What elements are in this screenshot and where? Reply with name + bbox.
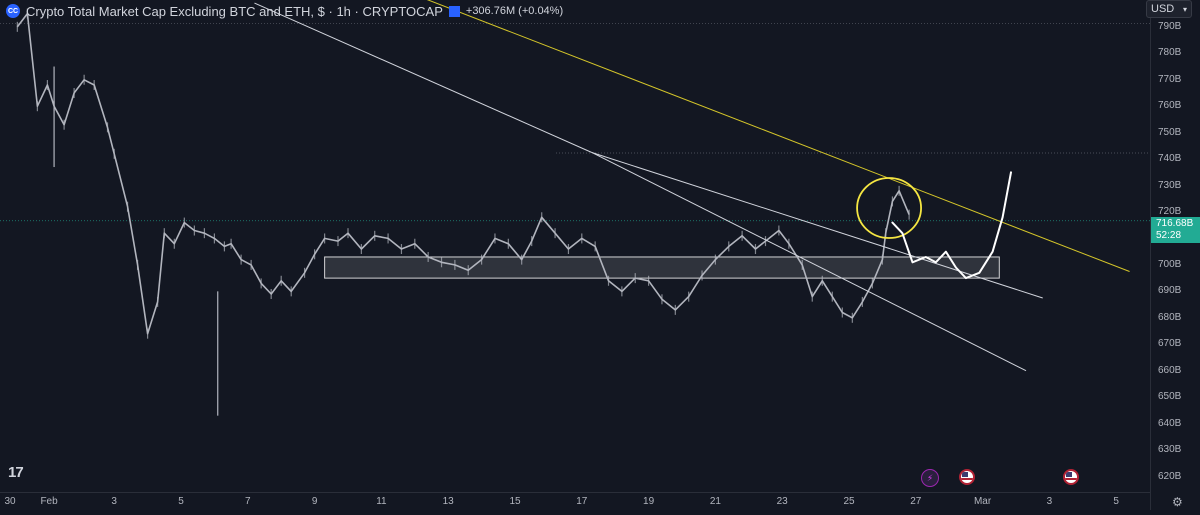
time-tick-label: 30 (4, 496, 16, 507)
price-tick-label: 750B (1158, 126, 1182, 138)
gear-icon[interactable]: ⚙ (1172, 495, 1183, 509)
price-tick-label: 620B (1158, 470, 1182, 482)
price-tick-label: 740B (1158, 153, 1182, 165)
time-tick-label: 21 (709, 496, 721, 507)
tradingview-logo-icon[interactable]: 17 (8, 464, 24, 481)
price-tick-label: 650B (1158, 391, 1182, 403)
price-tick-label: 790B (1158, 20, 1182, 32)
coin-logo-icon: CC (6, 4, 20, 18)
time-tick-label: 13 (442, 496, 454, 507)
time-tick-label: 5 (178, 496, 184, 507)
time-tick-label: 27 (910, 496, 922, 507)
price-tick-label: 720B (1158, 206, 1182, 217)
price-tick-label: 730B (1158, 179, 1182, 191)
price-tick-label: 640B (1158, 417, 1182, 429)
support-zone (324, 256, 1000, 279)
price-tick-label: 700B (1158, 258, 1182, 270)
projection-path (891, 171, 1012, 280)
current-price-value: 716.68B (1156, 218, 1194, 229)
price-scale-divider (1150, 0, 1151, 510)
symbol-title[interactable]: Crypto Total Market Cap Excluding BTC an… (26, 3, 443, 19)
currency-label: USD (1151, 3, 1175, 15)
time-tick-label: 17 (576, 496, 588, 507)
price-series-line (16, 12, 910, 335)
time-tick-label: 3 (111, 496, 117, 507)
time-tick-label: Feb (40, 496, 58, 507)
time-tick-label: 11 (376, 496, 387, 507)
trendline-descending (591, 152, 1027, 372)
price-tick-label: 690B (1158, 285, 1182, 297)
price-tick-label: 630B (1158, 444, 1182, 456)
trendline-upper (254, 2, 593, 153)
us-flag-event-icon[interactable] (959, 469, 975, 485)
time-tick-label: 19 (643, 496, 655, 507)
price-tick-label: 680B (1158, 311, 1182, 323)
time-tick-label: 7 (245, 496, 251, 507)
time-tick-label: 15 (509, 496, 521, 507)
time-tick-label: 9 (311, 496, 318, 507)
time-tick-label: 25 (843, 496, 855, 507)
price-change: +306.76M (+0.04%) (465, 5, 564, 17)
price-tick-label: 660B (1158, 364, 1182, 376)
chart-legend[interactable]: CC Crypto Total Market Cap Excluding BTC… (6, 2, 563, 20)
price-tick-label: 780B (1158, 47, 1182, 59)
currency-selector[interactable]: USD ▾ (1146, 0, 1192, 18)
trendline-yellow (426, 0, 1130, 272)
price-tick-label: 770B (1158, 73, 1182, 85)
time-tick-label: 3 (1046, 496, 1053, 507)
time-tick-label: 23 (776, 496, 788, 507)
us-flag-event-icon[interactable] (1063, 469, 1079, 485)
price-tick-label: 760B (1158, 100, 1182, 112)
flag-icon[interactable] (448, 5, 460, 17)
trendline-lower (591, 152, 1043, 299)
time-scale-divider (0, 492, 1150, 493)
price-tick-label: 670B (1158, 338, 1182, 350)
lightning-event-icon[interactable]: ⚡ (921, 469, 939, 487)
chevron-down-icon: ▾ (1182, 4, 1187, 14)
current-price-tag: 716.68B 52:28 (1151, 217, 1200, 243)
time-tick-label: 5 (1113, 496, 1119, 507)
time-tick-label: Mar (973, 496, 992, 507)
highlight-circle (856, 177, 922, 239)
bar-countdown: 52:28 (1156, 230, 1182, 241)
